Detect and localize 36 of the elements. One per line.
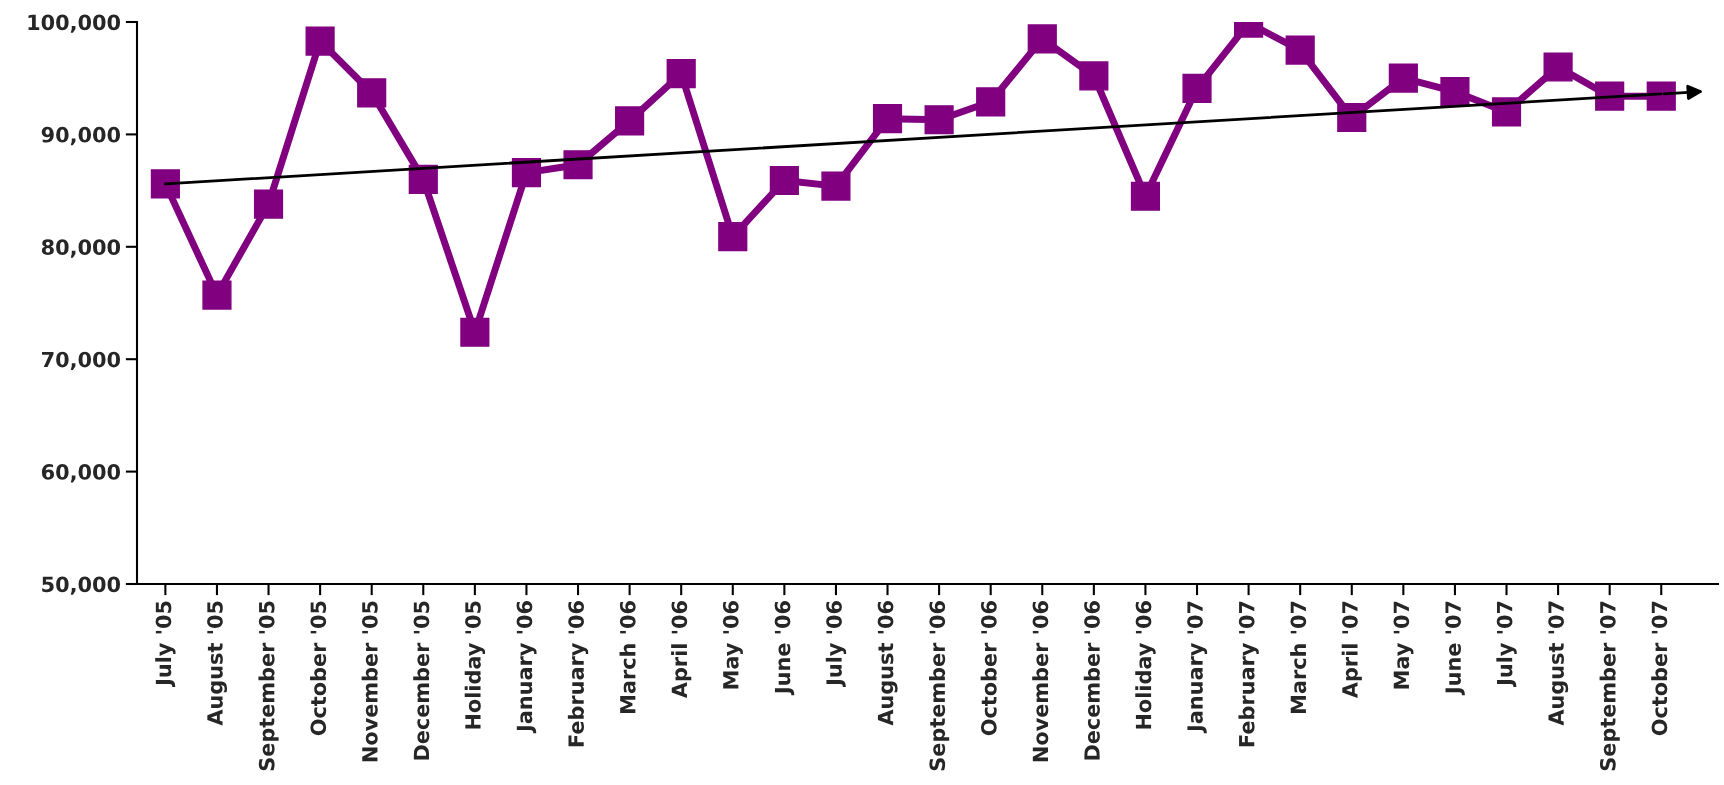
y-tick-label: 90,000	[41, 126, 121, 146]
y-tick-label: 80,000	[41, 239, 121, 258]
x-tick-label: September '07	[1599, 601, 1620, 771]
x-tick-label: October '06	[980, 601, 997, 736]
x-tick-label: August '06	[877, 601, 898, 726]
x-tick-label: November '06	[1032, 601, 1049, 762]
x-tick-label: June '07	[1445, 601, 1465, 696]
x-tick-label: Holiday '06	[1135, 601, 1156, 729]
x-tick-label: August '07	[1548, 601, 1569, 726]
x-tick-label: April '06	[671, 601, 692, 699]
x-tick-label: May '06	[722, 601, 743, 689]
x-tick-label: October '07	[1651, 601, 1668, 736]
x-tick-label: June '06	[774, 601, 795, 696]
x-tick-label: May '07	[1393, 601, 1414, 689]
x-tick-label: July '06	[825, 601, 847, 688]
x-tick-label: October '05	[310, 601, 327, 736]
x-tick-label: July '07	[1496, 601, 1517, 688]
x-tick-label: December '06	[1083, 601, 1100, 760]
x-tick-label: July '05	[155, 601, 176, 688]
x-tick-label: January '06	[516, 601, 537, 734]
y-tick-label: 100,000	[28, 14, 121, 33]
x-tick-label: August '05	[207, 601, 228, 726]
x-tick-label: January '07	[1187, 601, 1208, 734]
y-tick-label: 50,000	[42, 576, 121, 595]
x-tick-label: February '07	[1238, 601, 1259, 747]
y-tick-label: 70,000	[42, 351, 121, 371]
x-tick-label: February '06	[567, 601, 589, 747]
x-tick-label: September '06	[929, 601, 950, 771]
x-tick-label: December '05	[413, 601, 430, 760]
x-tick-label: April '07	[1341, 601, 1362, 699]
x-tick-label: March '06	[619, 601, 636, 713]
y-tick-label: 60,000	[41, 464, 121, 483]
x-tick-label: March '07	[1290, 601, 1307, 713]
x-tick-label: Holiday '05	[464, 601, 486, 729]
x-tick-label: September '05	[258, 601, 279, 771]
x-tick-label: November '05	[361, 601, 378, 762]
